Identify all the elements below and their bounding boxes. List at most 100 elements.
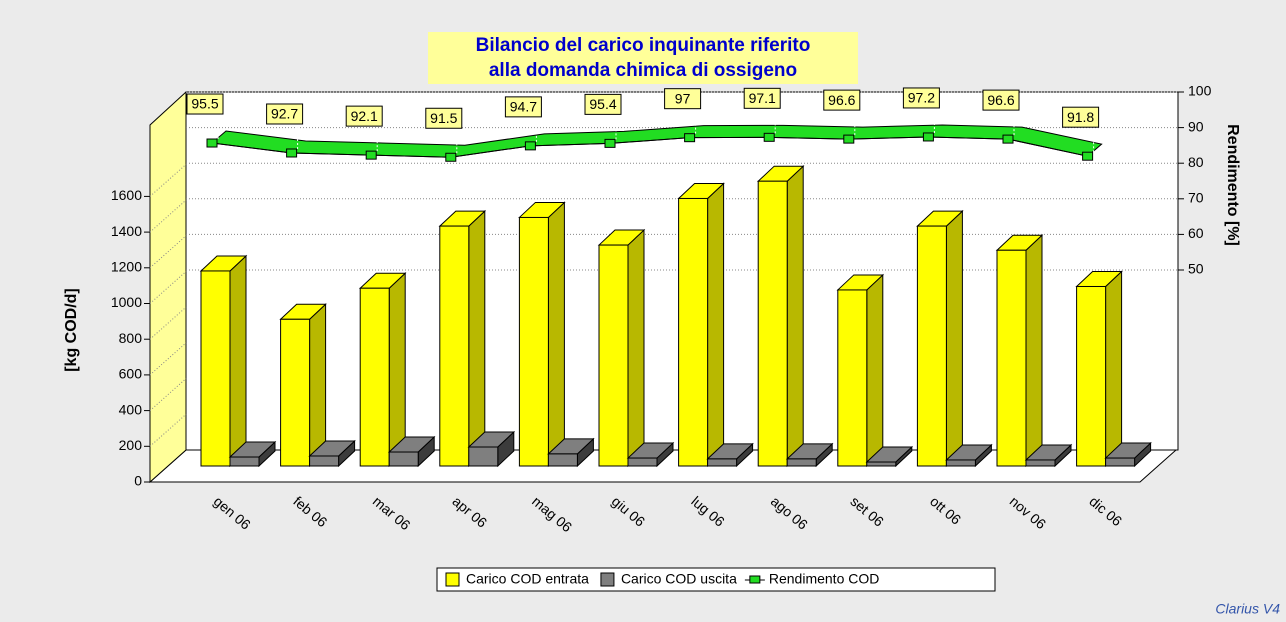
value-label: 92.1: [351, 108, 378, 124]
bar: [228, 440, 277, 468]
bar-front: [598, 244, 629, 467]
bar: [1075, 270, 1123, 468]
bar: [387, 435, 436, 468]
bar-side: [786, 165, 804, 468]
bar: [1024, 443, 1073, 468]
value-label-box: [1062, 106, 1100, 128]
bar-front: [678, 197, 709, 467]
chart-title: Bilancio del carico inquinante riferito: [476, 35, 811, 56]
bar: [865, 445, 914, 468]
bar: [995, 234, 1044, 468]
line-marker: [843, 134, 855, 144]
line-marker: [206, 138, 218, 148]
y-tick-label: 1600: [111, 187, 142, 203]
bar-front: [229, 456, 260, 467]
grid-line: [149, 413, 187, 447]
line-marker: [604, 138, 616, 148]
bar-front: [996, 249, 1027, 467]
value-label-box: [186, 93, 224, 115]
grid-line: [149, 306, 187, 340]
bar: [438, 209, 487, 468]
legend-label: Carico COD entrata: [466, 571, 589, 587]
value-label-box: [584, 93, 622, 115]
value-label: 91.8: [1067, 109, 1094, 125]
bar: [945, 443, 993, 468]
bar: [279, 303, 327, 468]
legend-swatch: [749, 575, 761, 584]
bar-front: [439, 225, 470, 467]
watermark: Clarius V4: [1215, 601, 1280, 617]
bar: [199, 254, 248, 468]
value-label: 96.6: [987, 92, 1014, 108]
line-marker: [763, 132, 775, 142]
value-label: 97.1: [749, 90, 776, 106]
y2-tick-label: 60: [1188, 225, 1204, 241]
bar: [836, 273, 885, 468]
legend-label: Rendimento COD: [769, 571, 880, 587]
value-label: 92.7: [271, 106, 298, 122]
legend-entry: Carico COD entrata: [445, 571, 589, 587]
y-tick-label: 800: [119, 330, 143, 346]
line-marker: [684, 133, 696, 143]
grid-line: [149, 235, 187, 269]
value-label: 96.6: [828, 92, 855, 108]
grid-line: [149, 342, 187, 376]
y2-tick-label: 100: [1188, 83, 1212, 99]
bar-side: [1105, 270, 1123, 468]
y2-tick-label: 80: [1188, 154, 1204, 170]
bar: [785, 442, 834, 468]
bar-front: [627, 457, 658, 467]
value-label-box: [823, 89, 861, 111]
value-label-box: [345, 105, 383, 127]
y2-tick-label: 90: [1188, 118, 1204, 134]
value-label-box: [664, 88, 702, 110]
value-label-box: [266, 103, 304, 125]
bar-side: [229, 254, 247, 468]
legend-label: Carico COD uscita: [621, 571, 737, 587]
line-marker: [1082, 151, 1094, 161]
value-label: 95.5: [191, 96, 218, 112]
bar: [626, 441, 675, 468]
bar: [597, 228, 646, 468]
bar: [706, 442, 754, 468]
grid-line: [149, 199, 187, 233]
value-label-box: [743, 87, 781, 109]
value-label-box: [425, 107, 463, 129]
bar-front: [1105, 457, 1136, 467]
bar-front: [388, 451, 419, 467]
legend-swatch: [600, 572, 615, 587]
legend-swatch: [445, 572, 460, 587]
y2-axis-label: Rendimento [%]: [1224, 124, 1241, 246]
bar-side: [627, 228, 645, 468]
bar-side: [388, 272, 406, 468]
bar: [518, 201, 566, 468]
bar-front: [518, 216, 549, 467]
bar-front: [309, 455, 340, 467]
bar-front: [757, 180, 788, 467]
line: [211, 136, 1088, 158]
bar-side: [945, 209, 963, 468]
bar: [308, 439, 356, 468]
grid-line: [149, 164, 187, 197]
bar: [467, 430, 516, 468]
y-tick-label: 1000: [111, 294, 142, 310]
value-label: 94.7: [510, 99, 537, 115]
value-label: 95.4: [589, 96, 616, 112]
line-marker: [445, 152, 457, 162]
bar: [677, 182, 725, 468]
y-axis-label: [kg COD/d]: [63, 288, 80, 372]
value-label: 97.2: [908, 90, 935, 106]
line-marker: [365, 150, 377, 160]
y2-tick-label: 50: [1188, 261, 1204, 277]
y-tick-label: 400: [119, 401, 143, 417]
bar-front: [707, 458, 738, 467]
bar: [358, 272, 407, 468]
legend-entry: Carico COD uscita: [600, 571, 737, 587]
bar-front: [916, 225, 947, 467]
y2-tick-label: 70: [1188, 190, 1204, 206]
bar-side: [547, 201, 565, 468]
bar-side: [468, 209, 486, 468]
bar-front: [1076, 285, 1107, 467]
grid-line: [149, 378, 187, 411]
